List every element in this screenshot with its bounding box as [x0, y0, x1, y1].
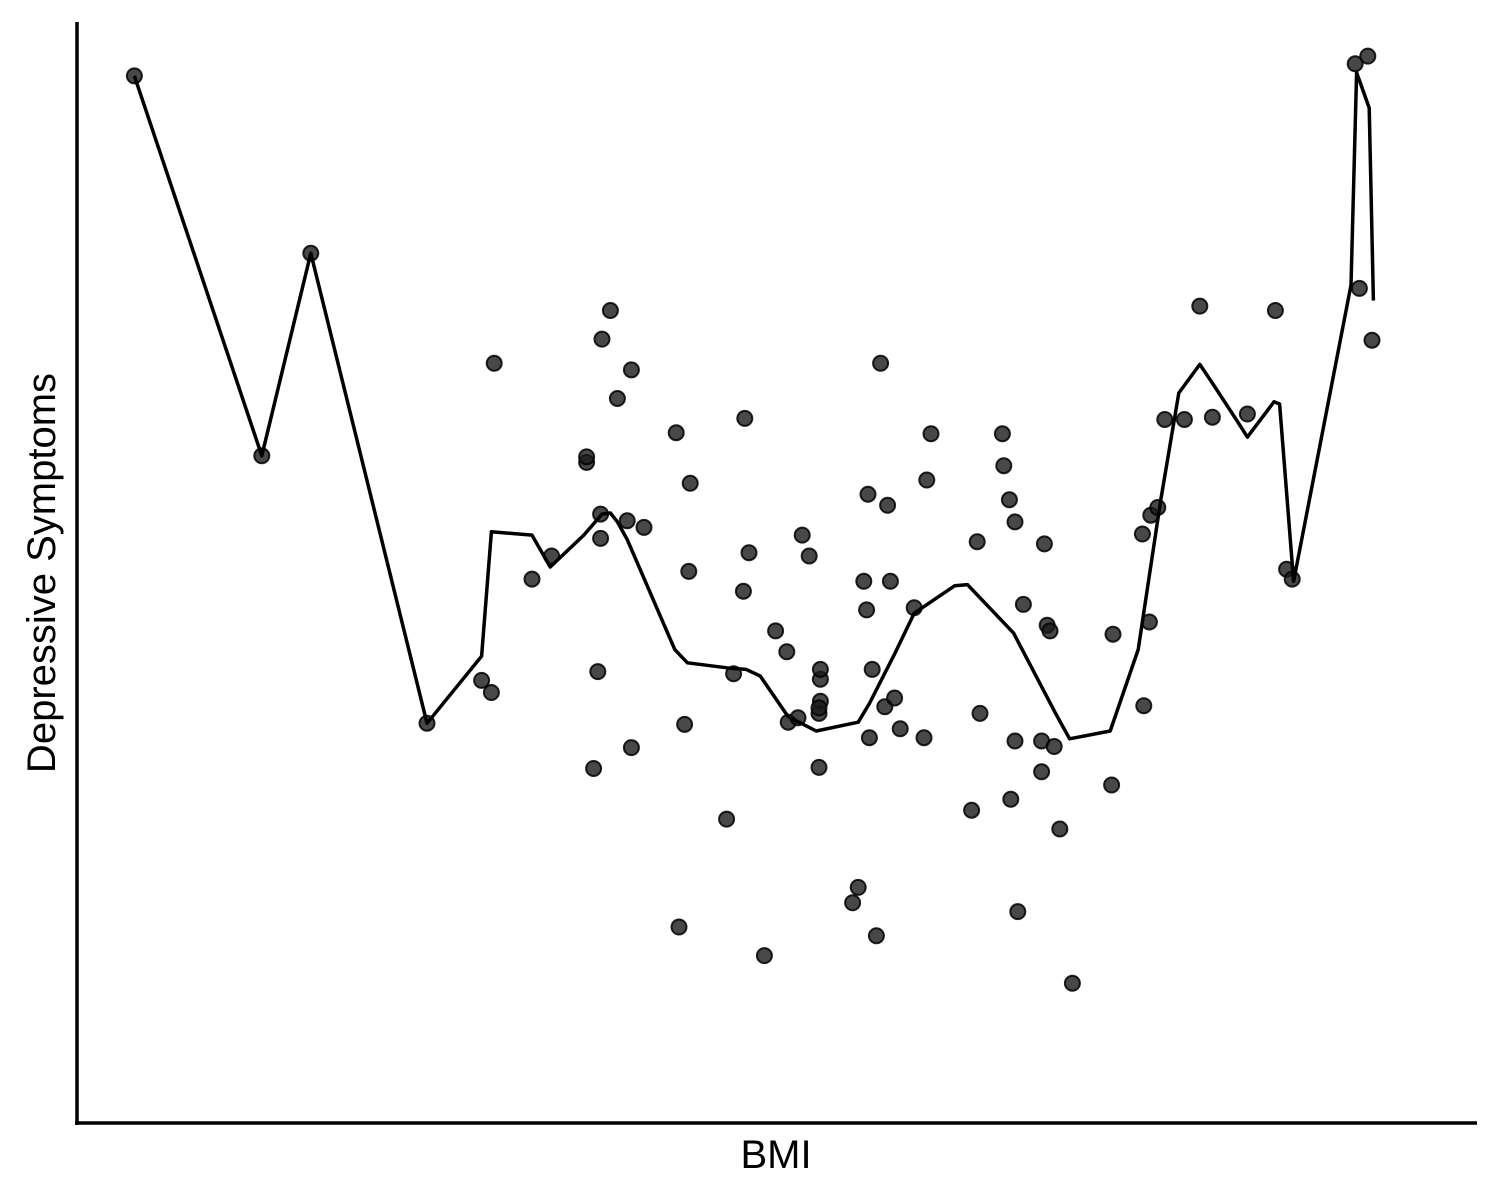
data-point	[810, 758, 828, 776]
trend-line-layer	[132, 70, 1376, 741]
data-point	[858, 601, 876, 619]
data-point	[1009, 903, 1027, 921]
data-point	[963, 801, 981, 819]
data-point	[1175, 411, 1193, 428]
data-point	[1014, 595, 1032, 613]
data-point	[879, 496, 897, 514]
data-point	[1156, 411, 1174, 428]
data-point	[1266, 302, 1284, 319]
data-point	[1000, 491, 1018, 509]
data-point	[485, 354, 503, 372]
data-point	[860, 729, 878, 747]
data-point	[523, 570, 541, 588]
data-point	[1041, 622, 1059, 640]
trend-line	[132, 70, 1376, 741]
data-point	[1006, 513, 1024, 531]
data-point	[1033, 763, 1051, 781]
data-point	[622, 361, 640, 379]
points-layer	[125, 47, 1381, 992]
data-point	[578, 448, 596, 466]
data-point	[863, 660, 881, 678]
data-point	[1051, 820, 1069, 838]
data-point	[1002, 790, 1020, 808]
data-point	[1133, 525, 1151, 543]
data-point	[1104, 625, 1122, 643]
data-point	[867, 927, 885, 945]
data-point	[891, 720, 909, 738]
data-point	[585, 760, 603, 777]
data-point	[680, 562, 698, 580]
data-point	[1191, 297, 1209, 315]
data-point	[849, 878, 867, 896]
data-point	[793, 526, 811, 544]
data-point	[993, 425, 1011, 443]
data-point	[608, 390, 626, 407]
data-point	[734, 582, 752, 600]
data-point	[844, 894, 862, 912]
data-point	[886, 689, 904, 707]
data-point	[1346, 55, 1364, 73]
data-point	[1350, 279, 1368, 297]
data-point	[635, 518, 653, 536]
data-point	[1238, 405, 1256, 423]
data-point	[1006, 732, 1024, 750]
data-point	[1363, 331, 1381, 349]
data-point	[473, 671, 491, 689]
data-point	[778, 643, 796, 661]
data-point	[618, 512, 636, 530]
data-point	[968, 533, 986, 551]
data-point	[1135, 697, 1153, 715]
data-point	[736, 409, 754, 427]
y-axis-label: Depressive Symptoms	[20, 373, 64, 773]
data-point	[667, 424, 685, 442]
data-point	[622, 739, 640, 757]
data-point	[811, 660, 829, 678]
data-point	[995, 457, 1013, 475]
data-point	[593, 330, 611, 348]
data-point	[855, 572, 873, 590]
data-point	[601, 302, 619, 319]
data-point	[810, 699, 828, 717]
data-point	[482, 684, 500, 701]
data-point	[915, 729, 933, 747]
data-point	[589, 663, 607, 681]
x-axis-label: BMI	[740, 1133, 811, 1177]
data-point	[767, 622, 785, 640]
data-point	[1045, 738, 1063, 755]
data-point	[922, 425, 940, 443]
data-point	[800, 547, 818, 565]
data-point	[681, 474, 699, 492]
data-point	[670, 918, 688, 936]
data-point	[1103, 776, 1121, 794]
data-point	[971, 704, 989, 722]
data-point	[1203, 408, 1221, 426]
data-point	[859, 485, 877, 503]
data-point	[740, 544, 758, 562]
data-point	[718, 810, 736, 828]
data-point	[1063, 974, 1081, 992]
data-point	[872, 354, 890, 372]
data-point	[918, 471, 936, 489]
data-point	[755, 947, 773, 965]
data-point	[592, 529, 610, 547]
data-point	[676, 715, 694, 733]
data-point	[881, 572, 899, 590]
data-point	[1035, 535, 1053, 553]
data-point	[1359, 47, 1377, 65]
